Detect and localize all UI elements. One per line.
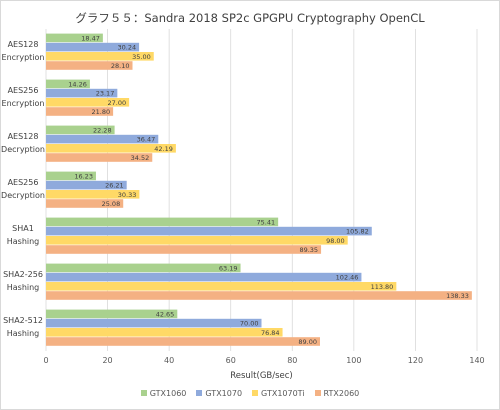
- bar-gtx1070ti: [46, 328, 283, 337]
- bar-gtx1060: [46, 171, 96, 181]
- bar-rtx2060: [46, 153, 153, 162]
- data-label: 138.33: [446, 292, 469, 300]
- category-label: Hashing: [7, 329, 40, 338]
- x-tick-label: 40: [164, 356, 174, 365]
- legend-swatch: [252, 390, 259, 396]
- x-tick-label: 140: [469, 356, 484, 365]
- bar-rtx2060: [46, 107, 114, 116]
- bar-gtx1060: [46, 33, 103, 43]
- legend: GTX1060 GTX1070 GTX1070Ti RTX2060: [1, 389, 499, 398]
- category-label: AES256: [8, 178, 39, 187]
- x-tick-label: 100: [346, 356, 361, 365]
- bar-gtx1060: [46, 263, 241, 273]
- category-label: AES128: [8, 132, 39, 141]
- data-label: 21.80: [92, 108, 111, 116]
- x-tick-label: 80: [287, 356, 297, 365]
- bar-gtx1070: [46, 318, 262, 328]
- bar-rtx2060: [46, 337, 320, 346]
- legend-item: GTX1070: [196, 389, 242, 398]
- data-label: 105.82: [346, 228, 369, 236]
- legend-label: GTX1070Ti: [261, 389, 305, 398]
- data-label: 102.46: [336, 274, 359, 282]
- bar-rtx2060: [46, 199, 124, 208]
- category-label: SHA1: [12, 224, 34, 233]
- data-label: 63.19: [219, 265, 238, 273]
- data-label: 14.26: [68, 81, 87, 89]
- bar-rtx2060: [46, 61, 133, 70]
- bar-gtx1070ti: [46, 236, 348, 245]
- data-label: 22.28: [93, 127, 112, 135]
- bar-gtx1070: [46, 42, 140, 52]
- chart-title: グラフ５５：Sandra 2018 SP2c GPGPU Cryptograph…: [75, 11, 425, 25]
- legend-swatch: [314, 390, 321, 396]
- bar-gtx1070ti: [46, 144, 176, 153]
- bar-gtx1060: [46, 79, 90, 89]
- category-label: AES256: [8, 86, 39, 95]
- category-label: Encryption: [2, 99, 45, 108]
- data-label: 28.10: [111, 62, 130, 70]
- bar-gtx1070ti: [46, 52, 154, 61]
- data-label: 89.00: [298, 338, 317, 346]
- data-label: 34.52: [131, 154, 150, 162]
- bar-gtx1070: [46, 272, 362, 282]
- bar-gtx1070: [46, 226, 372, 236]
- category-label: Hashing: [7, 283, 40, 292]
- legend-label: RTX2060: [323, 389, 360, 398]
- data-label: 75.41: [257, 219, 276, 227]
- x-tick-label: 120: [408, 356, 423, 365]
- category-label: Decryption: [1, 191, 45, 200]
- bar-gtx1060: [46, 309, 178, 319]
- bar-gtx1070: [46, 180, 127, 190]
- bar-gtx1070: [46, 88, 118, 98]
- legend-swatch: [140, 390, 147, 396]
- data-label: 76.84: [261, 329, 280, 337]
- data-label: 16.23: [74, 173, 93, 181]
- legend-item: RTX2060: [314, 389, 360, 398]
- legend-item: GTX1060: [140, 389, 187, 398]
- data-label: 70.00: [240, 320, 259, 328]
- category-label: Encryption: [2, 53, 45, 62]
- data-label: 89.35: [299, 246, 318, 254]
- legend-label: GTX1060: [149, 389, 187, 398]
- bar-gtx1060: [46, 125, 115, 135]
- data-label: 25.08: [102, 200, 121, 208]
- data-label: 18.47: [81, 35, 100, 43]
- bar-gtx1060: [46, 217, 279, 227]
- category-label: Hashing: [7, 237, 40, 246]
- data-label: 26.21: [105, 182, 124, 190]
- legend-item: GTX1070Ti: [252, 389, 305, 398]
- data-label: 23.17: [96, 90, 115, 98]
- data-label: 113.80: [371, 283, 394, 291]
- legend-swatch: [196, 390, 203, 396]
- bar-gtx1070ti: [46, 282, 397, 291]
- data-label: 42.19: [154, 145, 173, 153]
- data-label: 98.00: [326, 237, 345, 245]
- bar-gtx1070ti: [46, 98, 130, 107]
- data-label: 30.24: [117, 44, 136, 52]
- x-tick-label: 60: [226, 356, 236, 365]
- x-tick-label: 20: [102, 356, 112, 365]
- bar-gtx1070: [46, 134, 159, 144]
- x-axis-title: Result(GB/sec): [230, 371, 293, 381]
- bar-rtx2060: [46, 291, 472, 300]
- bar-rtx2060: [46, 245, 322, 254]
- data-label: 35.00: [132, 53, 151, 61]
- bar-gtx1070ti: [46, 190, 140, 199]
- data-label: 27.00: [108, 99, 127, 107]
- data-label: 36.47: [137, 136, 156, 144]
- data-label: 42.65: [156, 311, 175, 319]
- category-label: AES128: [8, 40, 39, 49]
- category-label: SHA2-256: [3, 270, 43, 279]
- data-label: 30.33: [118, 191, 137, 199]
- legend-label: GTX1070: [205, 389, 243, 398]
- category-label: SHA2-512: [3, 316, 43, 325]
- x-tick-label: 0: [43, 356, 48, 365]
- category-label: Decryption: [1, 145, 45, 154]
